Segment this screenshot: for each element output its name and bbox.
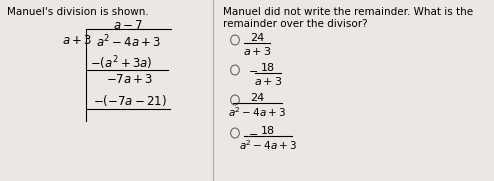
Text: $a+3$: $a+3$: [243, 45, 272, 57]
Text: 24: 24: [250, 33, 265, 43]
Text: $-(-7a-21)$: $-(-7a-21)$: [92, 93, 166, 108]
Text: $a^2-4a+3$: $a^2-4a+3$: [229, 105, 287, 119]
Text: $-$: $-$: [248, 65, 258, 75]
Text: $a+3$: $a+3$: [62, 34, 92, 47]
Text: $a-7$: $a-7$: [113, 19, 143, 32]
Text: $-7a+3$: $-7a+3$: [106, 73, 153, 86]
Text: $a+3$: $a+3$: [253, 75, 282, 87]
Text: 18: 18: [261, 63, 275, 73]
Text: remainder over the divisor?: remainder over the divisor?: [223, 19, 368, 29]
Text: Manuel's division is shown.: Manuel's division is shown.: [7, 7, 149, 17]
Text: $a^2-4a+3$: $a^2-4a+3$: [239, 138, 297, 152]
Text: $-(a^2+3a)$: $-(a^2+3a)$: [90, 54, 152, 72]
Text: Manuel did not write the remainder. What is the: Manuel did not write the remainder. What…: [223, 7, 473, 17]
Text: 18: 18: [261, 126, 275, 136]
Text: 24: 24: [250, 93, 265, 103]
Text: $-$: $-$: [248, 128, 258, 138]
Text: $a^2-4a+3$: $a^2-4a+3$: [96, 34, 162, 51]
